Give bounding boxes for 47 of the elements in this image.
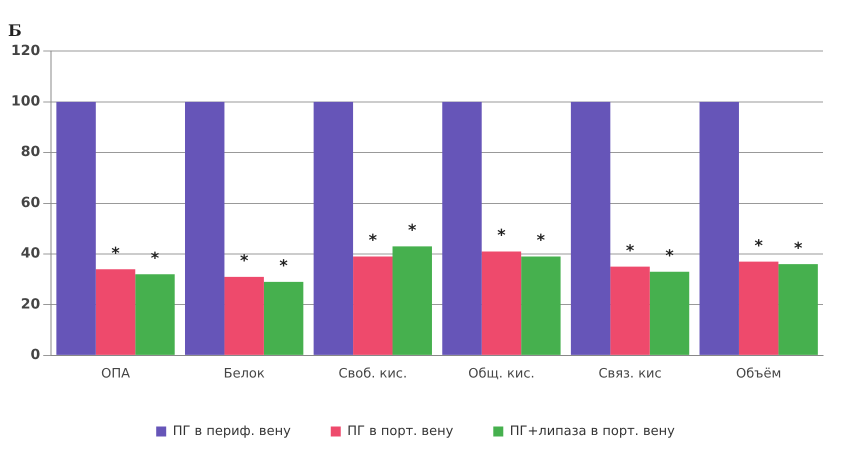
annotation: *: [279, 256, 288, 276]
bar: [650, 272, 690, 355]
legend-label: ПГ+липаза в порт. вену: [510, 424, 676, 439]
bar: [392, 246, 432, 355]
x-tick-label: Своб. кис.: [338, 366, 408, 382]
bar: [56, 102, 96, 355]
bar: [353, 256, 393, 355]
bar: [778, 264, 818, 355]
annotation: *: [150, 248, 160, 268]
bar: [264, 282, 304, 355]
legend-label: ПГ в периф. вену: [172, 424, 292, 439]
x-tick-label: Связ. кис: [598, 366, 662, 382]
bar: [135, 274, 175, 355]
bar: [185, 102, 224, 355]
x-tick-label: Объём: [736, 366, 782, 382]
y-tick-label: 0: [30, 347, 40, 364]
annotation: *: [665, 246, 674, 265]
x-tick-label: ОПА: [101, 366, 130, 382]
bar: [610, 266, 650, 355]
annotation: *: [111, 243, 120, 262]
annotation: *: [754, 236, 764, 255]
y-tick-label: 100: [10, 94, 40, 110]
bar: [521, 256, 561, 355]
bar: [700, 102, 739, 355]
bar: [96, 269, 136, 355]
bar: [314, 102, 354, 355]
annotation: *: [408, 220, 418, 240]
bar: [482, 251, 522, 355]
chart-title: Б: [8, 20, 22, 40]
y-tick-label: 40: [20, 246, 40, 262]
bar: [224, 276, 264, 355]
annotation: *: [536, 230, 546, 250]
y-tick-label: 60: [20, 194, 40, 211]
annotation: *: [794, 238, 803, 258]
bar: [738, 262, 778, 355]
y-tick-label: 80: [20, 144, 40, 160]
annotation: *: [240, 250, 249, 270]
annotation: *: [497, 226, 506, 245]
annotation: *: [368, 230, 378, 250]
bar: [442, 102, 482, 355]
x-tick-label: Белок: [224, 366, 265, 382]
x-tick-label: Общ. кис.: [468, 366, 535, 382]
bar: [570, 102, 610, 355]
legend-label: ПГ в порт. вену: [347, 424, 454, 439]
annotation: *: [626, 240, 635, 260]
y-tick-label: 120: [10, 42, 40, 59]
y-tick-label: 20: [20, 296, 40, 312]
